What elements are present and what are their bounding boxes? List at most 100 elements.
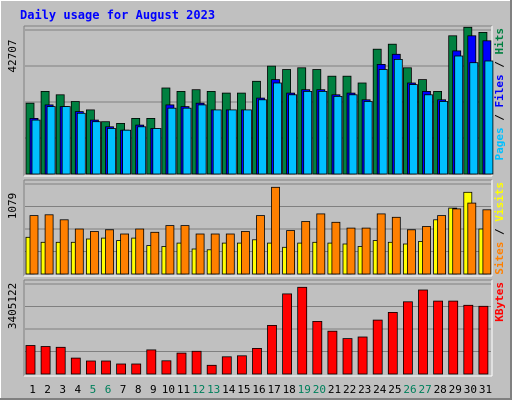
bar-kbytes-day-9 xyxy=(146,349,157,375)
x-tick-label-20: 20 xyxy=(313,383,326,396)
bar-kbytes-day-13 xyxy=(206,364,217,375)
x-tick-label-2: 2 xyxy=(44,383,51,396)
bar-kbytes-day-3 xyxy=(55,346,66,375)
bar-sites-day-15 xyxy=(240,231,250,275)
legend-hits-files-pages: Pages / Files / Hits xyxy=(493,28,506,161)
panel-hits-files-pages: 42707 Pages / Files / Hits xyxy=(6,25,506,177)
bar-kbytes-day-31 xyxy=(478,305,489,375)
x-tick-label-18: 18 xyxy=(283,383,296,396)
bar-pages-day-9 xyxy=(152,128,162,175)
bar-sites-day-18 xyxy=(286,230,296,275)
bar-sites-day-25 xyxy=(391,216,401,275)
legend-entry: / xyxy=(493,222,506,242)
bar-pages-day-4 xyxy=(76,112,86,175)
bar-kbytes-day-5 xyxy=(86,360,96,375)
y-max-label: 3405122 xyxy=(6,283,19,329)
bar-pages-day-11 xyxy=(182,107,192,175)
bar-pages-day-2 xyxy=(46,106,56,175)
bar-kbytes-day-26 xyxy=(402,301,413,375)
bar-kbytes-day-11 xyxy=(176,352,187,375)
bar-kbytes-day-25 xyxy=(387,311,398,375)
bar-sites-day-20 xyxy=(316,213,326,275)
bar-sites-day-7 xyxy=(120,233,129,275)
legend-kbytes: KBytes xyxy=(493,282,506,322)
x-tick-label-3: 3 xyxy=(59,383,66,396)
bar-pages-day-3 xyxy=(61,106,71,175)
bar-pages-day-6 xyxy=(107,128,116,175)
bar-pages-day-14 xyxy=(227,109,237,175)
bar-kbytes-day-28 xyxy=(433,300,444,375)
x-tick-label-7: 7 xyxy=(120,383,127,396)
bar-pages-day-15 xyxy=(242,109,252,175)
series-sites xyxy=(29,186,492,275)
x-tick-label-12: 12 xyxy=(192,383,205,396)
x-tick-label-29: 29 xyxy=(449,383,462,396)
x-tick-label-11: 11 xyxy=(177,383,190,396)
bar-kbytes-day-21 xyxy=(327,330,338,375)
bar-pages-day-17 xyxy=(273,82,282,175)
bar-sites-day-6 xyxy=(105,229,114,275)
bar-pages-day-23 xyxy=(363,101,373,175)
bar-kbytes-day-1 xyxy=(25,345,36,375)
bar-sites-day-5 xyxy=(90,231,99,275)
x-tick-label-19: 19 xyxy=(298,383,311,396)
bar-sites-day-14 xyxy=(225,233,235,275)
bar-sites-day-23 xyxy=(361,227,371,275)
bar-sites-day-24 xyxy=(376,213,386,275)
panel-kbytes: 3405122 KBytes xyxy=(6,279,506,377)
bar-kbytes-day-6 xyxy=(101,360,111,375)
bar-sites-day-8 xyxy=(135,228,145,275)
bar-pages-day-31 xyxy=(484,60,494,175)
bar-pages-day-20 xyxy=(318,91,328,175)
x-tick-label-1: 1 xyxy=(29,383,36,396)
x-tick-label-5: 5 xyxy=(90,383,97,396)
bar-sites-day-10 xyxy=(165,225,175,275)
bar-pages-day-26 xyxy=(408,84,418,175)
bar-sites-day-2 xyxy=(44,214,54,275)
panel-visits-sites: 1079 Sites / Visits xyxy=(6,179,506,277)
bar-pages-day-12 xyxy=(197,104,207,175)
legend-entry: Pages xyxy=(493,127,506,160)
bar-kbytes-day-20 xyxy=(312,320,323,375)
legend-entry: Sites xyxy=(493,242,506,275)
bar-kbytes-day-2 xyxy=(40,346,51,375)
series-kbytes xyxy=(25,286,489,375)
legend-entry: KBytes xyxy=(493,282,506,322)
x-tick-label-14: 14 xyxy=(222,383,236,396)
bar-pages-day-5 xyxy=(92,121,101,175)
x-tick-label-26: 26 xyxy=(403,383,416,396)
bar-pages-day-27 xyxy=(424,94,433,175)
x-tick-label-25: 25 xyxy=(388,383,401,396)
bar-kbytes-day-7 xyxy=(116,363,126,375)
bar-sites-day-26 xyxy=(406,229,416,275)
bar-pages-day-8 xyxy=(137,126,147,175)
x-tick-label-27: 27 xyxy=(418,383,431,396)
bar-sites-day-21 xyxy=(331,221,341,275)
bar-sites-day-12 xyxy=(195,233,205,275)
bar-pages-day-30 xyxy=(469,62,479,175)
bar-kbytes-day-12 xyxy=(191,350,202,375)
bar-kbytes-day-14 xyxy=(221,356,232,375)
bar-pages-day-24 xyxy=(378,69,388,175)
legend-visits-sites: Sites / Visits xyxy=(493,182,506,275)
bar-sites-day-29 xyxy=(452,208,462,275)
bar-sites-day-19 xyxy=(301,221,311,275)
legend-entry: Files xyxy=(493,74,506,107)
bar-pages-day-10 xyxy=(167,107,177,175)
legend-entry: Hits xyxy=(493,28,506,55)
bar-sites-day-4 xyxy=(74,228,84,275)
y-max-label: 42707 xyxy=(6,39,19,72)
x-tick-label-10: 10 xyxy=(162,383,175,396)
bar-sites-day-9 xyxy=(150,231,160,275)
bar-pages-day-18 xyxy=(288,94,298,175)
x-tick-label-4: 4 xyxy=(74,383,81,396)
bar-kbytes-day-30 xyxy=(463,304,474,375)
bar-pages-day-21 xyxy=(333,96,343,175)
bar-kbytes-day-29 xyxy=(448,300,459,375)
bar-sites-day-17 xyxy=(271,186,280,275)
bar-pages-day-16 xyxy=(258,99,267,175)
x-tick-label-6: 6 xyxy=(105,383,112,396)
x-tick-label-9: 9 xyxy=(150,383,157,396)
bar-sites-day-22 xyxy=(346,227,356,275)
bar-sites-day-13 xyxy=(210,233,220,275)
